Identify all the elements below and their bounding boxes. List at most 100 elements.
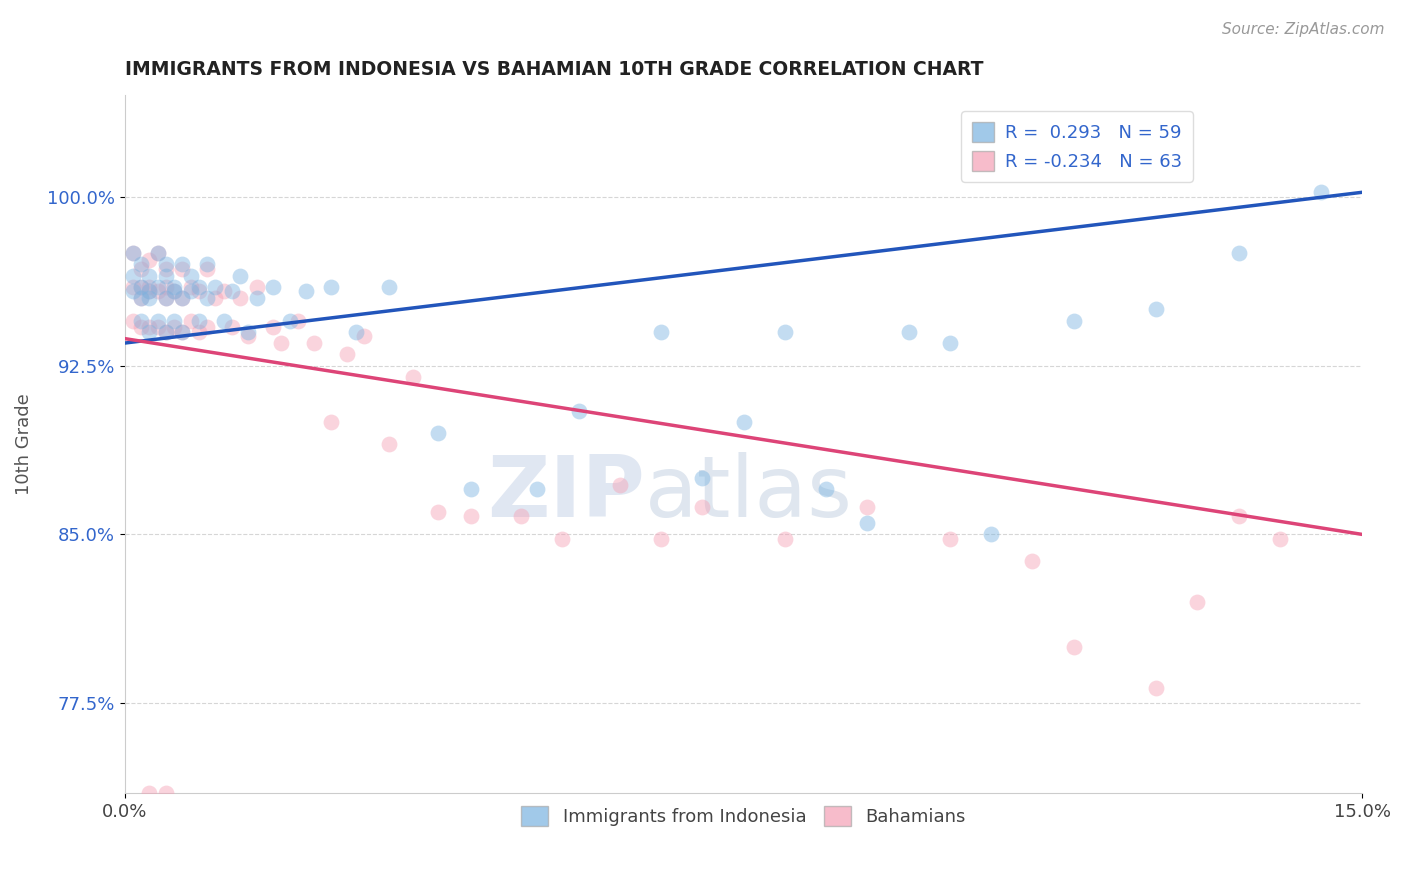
Text: ZIP: ZIP [486,451,644,534]
Point [129,291,152,305]
Point [155,291,177,305]
Point [773,325,796,339]
Point [146,313,169,327]
Point [1021,554,1043,568]
Point [187,285,209,299]
Point [121,268,143,283]
Point [897,325,920,339]
Point [195,261,218,276]
Point [163,320,186,334]
Point [773,532,796,546]
Point [229,291,252,305]
Point [204,291,226,305]
Point [180,280,202,294]
Point [567,403,589,417]
Point [212,285,235,299]
Point [146,246,169,260]
Point [121,246,143,260]
Point [1144,302,1167,317]
Point [295,285,318,299]
Point [129,257,152,271]
Y-axis label: 10th Grade: 10th Grade [15,393,32,495]
Point [1144,681,1167,695]
Point [163,280,186,294]
Point [336,347,359,361]
Point [270,336,292,351]
Point [212,313,235,327]
Text: IMMIGRANTS FROM INDONESIA VS BAHAMIAN 10TH GRADE CORRELATION CHART: IMMIGRANTS FROM INDONESIA VS BAHAMIAN 10… [125,60,983,78]
Point [138,325,160,339]
Legend: Immigrants from Indonesia, Bahamians: Immigrants from Indonesia, Bahamians [513,799,973,833]
Point [121,313,143,327]
Point [155,257,177,271]
Point [1063,640,1085,654]
Point [238,325,260,339]
Point [155,325,177,339]
Point [155,268,177,283]
Point [856,500,879,515]
Point [287,313,309,327]
Point [129,313,152,327]
Point [238,329,260,343]
Point [163,313,186,327]
Point [221,320,243,334]
Point [526,483,548,497]
Point [344,325,367,339]
Point [650,532,672,546]
Point [163,285,186,299]
Point [155,261,177,276]
Point [195,257,218,271]
Point [138,268,160,283]
Point [1268,532,1291,546]
Point [377,437,399,451]
Point [1227,509,1250,524]
Point [187,280,209,294]
Point [319,415,342,429]
Point [187,325,209,339]
Point [129,280,152,294]
Point [146,285,169,299]
Point [939,532,962,546]
Point [138,280,160,294]
Point [163,285,186,299]
Point [180,285,202,299]
Point [939,336,962,351]
Point [195,320,218,334]
Point [427,426,450,441]
Point [172,261,194,276]
Point [129,261,152,276]
Point [195,291,218,305]
Point [129,320,152,334]
Point [172,291,194,305]
Point [155,291,177,305]
Point [221,285,243,299]
Text: atlas: atlas [644,451,852,534]
Point [304,336,326,351]
Point [121,246,143,260]
Point [856,516,879,531]
Point [246,280,269,294]
Point [172,291,194,305]
Point [187,313,209,327]
Point [1227,246,1250,260]
Point [262,320,284,334]
Point [138,285,160,299]
Point [180,268,202,283]
Point [690,500,713,515]
Point [138,320,160,334]
Point [229,268,252,283]
Point [1063,313,1085,327]
Point [138,291,160,305]
Point [172,257,194,271]
Point [980,527,1002,541]
Point [155,280,177,294]
Point [460,509,482,524]
Point [1187,595,1209,609]
Point [278,313,301,327]
Point [180,313,202,327]
Point [155,786,177,800]
Point [551,532,574,546]
Point [138,285,160,299]
Point [146,320,169,334]
Point [650,325,672,339]
